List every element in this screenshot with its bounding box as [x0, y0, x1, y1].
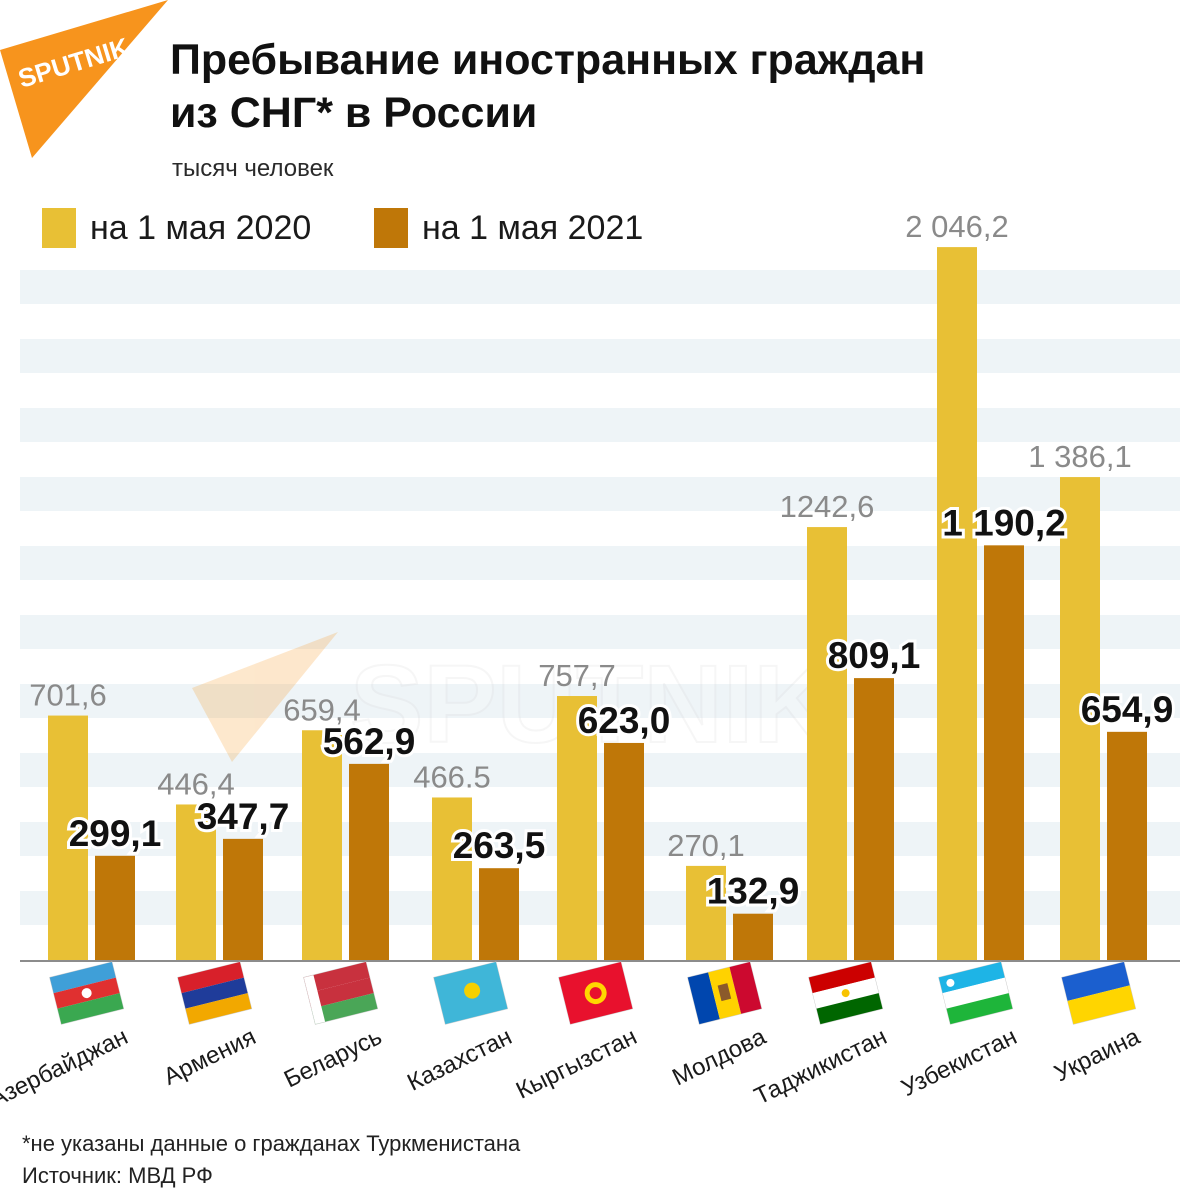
category-label-0: Азербайджан: [0, 1023, 132, 1113]
bar-2021-7: [984, 545, 1024, 960]
bar-2020-0: [48, 715, 88, 960]
bar-2020-2: [302, 730, 342, 960]
value-label-2021-6: 809,1: [828, 635, 921, 676]
value-label-2021-0: 299,1: [69, 813, 162, 854]
value-label-2020-5: 270,1: [667, 828, 745, 863]
title-line-2: из СНГ* в России: [170, 89, 538, 137]
category-label-5: Молдова: [668, 1023, 771, 1092]
bar-2021-6: [854, 678, 894, 960]
legend-item-2020: на 1 мая 2020: [42, 208, 311, 248]
legend-swatch-2021: [374, 208, 408, 248]
bar-2020-7: [937, 247, 977, 960]
grid-band: [20, 270, 1180, 304]
bar-2021-1: [223, 838, 263, 960]
kyrgyzstan-flag: [558, 961, 634, 1025]
value-label-2021-3: 263,5: [453, 825, 546, 866]
bar-2020-6: [807, 527, 847, 960]
moldova-flag: [687, 961, 763, 1025]
category-label-4: Кыргызстан: [512, 1023, 641, 1105]
bars: [48, 247, 1147, 960]
value-label-2021-8: 654,9: [1081, 689, 1174, 730]
legend-item-2021: на 1 мая 2021: [374, 208, 643, 248]
value-label-2020-4: 757,7: [538, 658, 616, 693]
value-label-2021-7: 1 190,2: [942, 502, 1065, 543]
bar-2020-8: [1060, 477, 1100, 960]
bar-2021-2: [349, 763, 389, 960]
grid-stripes: [20, 270, 1180, 925]
bar-2020-3: [432, 797, 472, 960]
azerbaijan-flag: [49, 961, 125, 1025]
value-label-2020-2: 659,4: [283, 692, 361, 727]
value-label-2020-1: 446,4: [157, 766, 235, 801]
bar-2021-8: [1107, 731, 1147, 960]
bar-2020-4: [557, 696, 597, 960]
category-label-1: Армения: [159, 1023, 260, 1091]
legend-swatch-2020: [42, 208, 76, 248]
footnote: *не указаны данные о гражданах Туркменис…: [22, 1128, 520, 1192]
value-label-2021-5: 132,9: [707, 871, 800, 912]
title-line-1: Пребывание иностранных граждан: [170, 36, 926, 84]
footnote-note: *не указаны данные о гражданах Туркменис…: [22, 1131, 521, 1156]
category-label-6: Таджикистан: [750, 1023, 891, 1110]
legend-label-2020: на 1 мая 2020: [90, 208, 312, 247]
grid-band: [20, 339, 1180, 373]
flags: [49, 961, 1137, 1025]
bar-2020-5: [686, 865, 726, 960]
legend-label-2021: на 1 мая 2021: [422, 208, 644, 247]
value-label-2020-3: 466.5: [413, 759, 491, 794]
sputnik-logo: SPUTNIK: [0, 0, 168, 158]
kazakhstan-flag: [433, 961, 509, 1025]
grid-band: [20, 477, 1180, 511]
bar-2021-4: [604, 742, 644, 960]
category-label-7: Узбекистан: [897, 1023, 1021, 1102]
tajikistan-flag: [808, 961, 884, 1025]
grid-band: [20, 408, 1180, 442]
value-label-2020-6: 1242,6: [780, 489, 875, 524]
value-label-2021-2: 562,9: [323, 721, 416, 762]
x-tick-labels: Азербайджан Армения Беларусь КазахстанКыргы…: [0, 1023, 1145, 1113]
value-label-2020-0: 701,6: [29, 678, 107, 713]
uzbekistan-flag: [938, 961, 1014, 1025]
bar-2021-0: [95, 855, 135, 960]
value-label-2020-8: 1 386,1: [1028, 439, 1131, 474]
armenia-flag: [177, 961, 253, 1025]
footnote-source: Источник: МВД РФ: [22, 1163, 213, 1188]
belarus-flag: [303, 961, 379, 1025]
bar-2021-3: [479, 868, 519, 960]
chart-subtitle: тысяч человек: [172, 155, 334, 182]
ukraine-flag: [1061, 961, 1137, 1025]
value-label-2020-7: 2 046,2: [905, 209, 1008, 244]
value-label-2021-1: 347,7: [197, 796, 290, 837]
bar-2020-1: [176, 804, 216, 960]
chart-title: Пребывание иностранных граждан из СНГ* в…: [170, 34, 1170, 140]
category-label-8: Украина: [1050, 1023, 1145, 1088]
bar-2021-5: [733, 913, 773, 960]
value-label-2021-4: 623,0: [578, 700, 671, 741]
category-label-2: Беларусь: [280, 1023, 386, 1093]
category-label-3: Казахстан: [403, 1023, 516, 1097]
